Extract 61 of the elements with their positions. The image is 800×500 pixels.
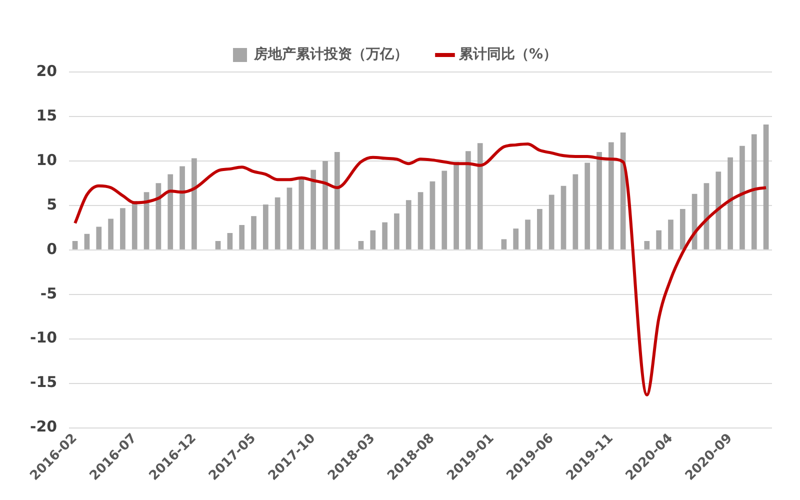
bar xyxy=(192,158,197,250)
bar xyxy=(227,232,233,250)
bar xyxy=(608,142,614,250)
bar xyxy=(406,200,412,250)
line-series xyxy=(74,142,768,396)
bar xyxy=(656,230,662,250)
bar xyxy=(274,197,280,250)
bar xyxy=(525,220,530,250)
bar xyxy=(310,170,316,250)
bar xyxy=(72,240,78,250)
bar xyxy=(537,208,542,250)
bar xyxy=(168,174,174,250)
bar xyxy=(108,218,114,250)
bar xyxy=(740,146,745,250)
bar xyxy=(430,181,436,250)
bar xyxy=(262,204,268,250)
legend-label: 累计同比（%） xyxy=(458,46,558,63)
legend-label: 房地产累计投资（万亿） xyxy=(252,46,408,63)
bar xyxy=(668,220,674,250)
bar xyxy=(84,234,90,250)
bar xyxy=(501,239,507,250)
bar xyxy=(620,132,626,250)
y-tick-label: 10 xyxy=(36,150,58,169)
bar xyxy=(644,240,650,250)
y-tick-label: -5 xyxy=(40,284,58,302)
bar xyxy=(728,157,733,250)
y-tick-label: -10 xyxy=(30,328,58,347)
bar xyxy=(120,208,126,250)
bar xyxy=(334,152,340,250)
bar xyxy=(560,186,566,250)
y-tick-label: 15 xyxy=(36,106,58,124)
bar xyxy=(96,226,102,250)
bar xyxy=(572,174,578,250)
bar xyxy=(298,178,304,250)
bar xyxy=(596,152,602,250)
y-tick-label: 5 xyxy=(46,195,58,214)
bar xyxy=(215,240,221,250)
bar xyxy=(548,194,554,250)
bar xyxy=(680,208,686,250)
bar xyxy=(418,192,424,250)
y-tick-label: -20 xyxy=(30,418,58,436)
y-tick-label: 20 xyxy=(36,62,58,80)
bar xyxy=(251,216,256,250)
bar xyxy=(751,134,757,250)
y-tick-label: 0 xyxy=(46,240,58,258)
bar xyxy=(382,222,388,250)
bar xyxy=(180,166,185,250)
bar xyxy=(763,124,769,250)
bar xyxy=(477,143,483,250)
bar xyxy=(358,240,364,250)
bar xyxy=(286,188,292,250)
bar xyxy=(466,151,471,250)
y-tick-label: -15 xyxy=(30,373,58,392)
bar xyxy=(322,160,328,250)
bar xyxy=(370,230,376,250)
bar xyxy=(513,228,519,250)
bar xyxy=(716,172,722,250)
bar xyxy=(394,213,400,250)
bar xyxy=(442,170,448,250)
bar xyxy=(239,224,245,250)
bar xyxy=(584,162,590,250)
